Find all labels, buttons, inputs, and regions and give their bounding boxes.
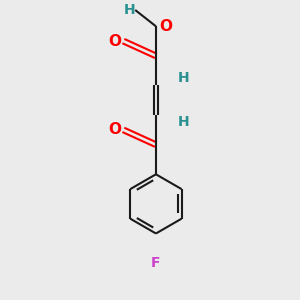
Text: H: H <box>178 71 190 85</box>
Text: O: O <box>159 19 172 34</box>
Text: O: O <box>109 34 122 49</box>
Text: H: H <box>178 116 190 130</box>
Text: F: F <box>151 256 161 270</box>
Text: H: H <box>124 3 136 17</box>
Text: O: O <box>109 122 122 137</box>
